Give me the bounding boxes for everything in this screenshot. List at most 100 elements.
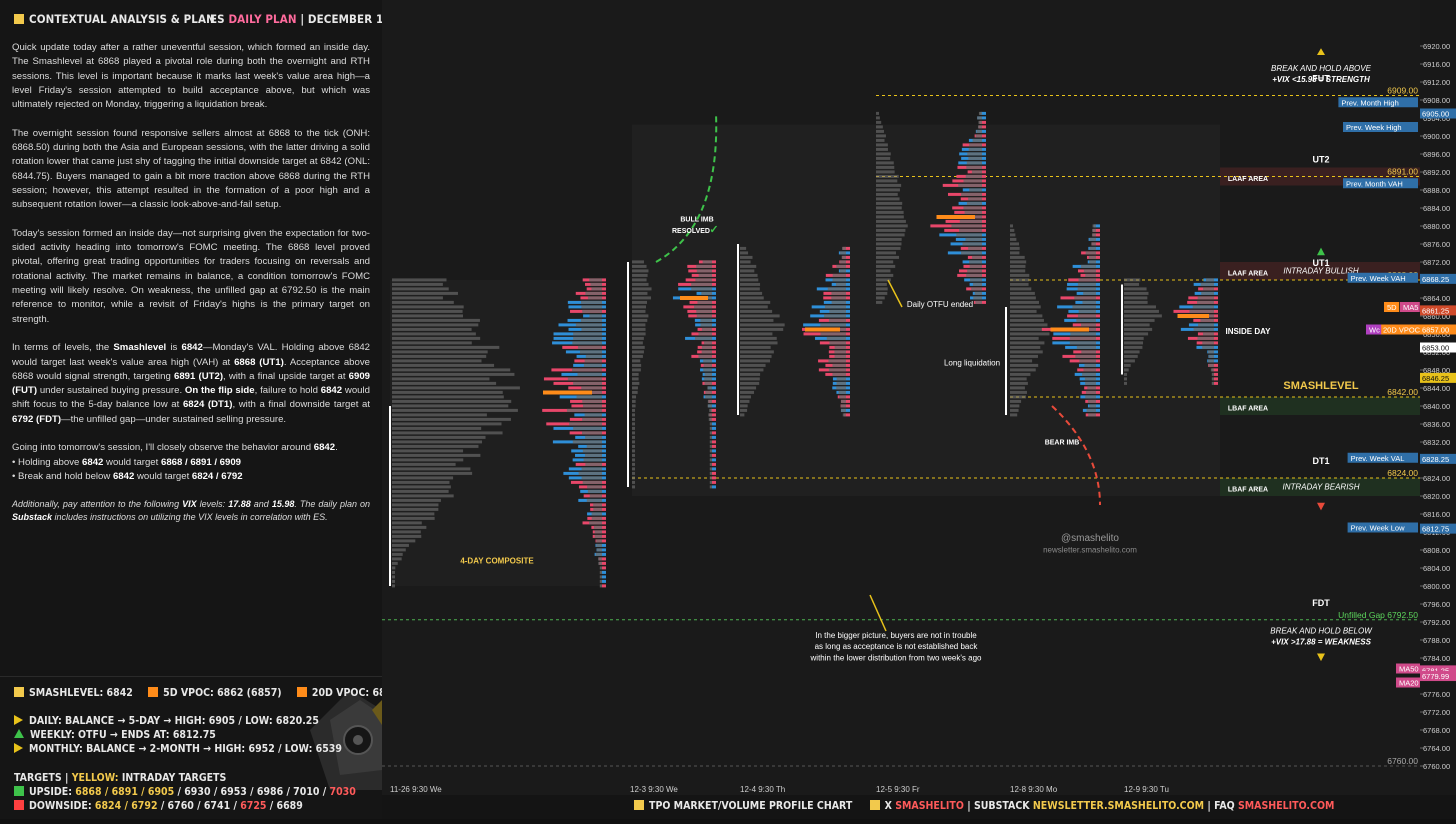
tpo-row [392, 327, 472, 331]
volume-bar-gray [969, 143, 982, 147]
tpo-row [632, 327, 646, 331]
volume-bar-gray [828, 359, 846, 363]
tpo-row [632, 413, 635, 417]
tpo-row [632, 404, 636, 408]
tpo-row [632, 444, 635, 448]
tpo-row [1010, 224, 1013, 228]
tpo-row [1124, 278, 1141, 282]
tpo-row [632, 341, 643, 345]
tpo-row [1010, 372, 1031, 376]
tpo-chart[interactable]: 6909.00FUT6891.00UT26868.00UT16842.00SMA… [382, 0, 1423, 795]
volume-bar-gray [696, 269, 712, 273]
tpo-row [740, 377, 760, 381]
y-tick-label: 6772.00 [1423, 708, 1450, 717]
reference-tag [1396, 663, 1421, 674]
vix-note: Additionally, pay attention to the follo… [12, 499, 370, 523]
volume-bar-gray [828, 368, 846, 372]
volume-bar-gray [824, 314, 846, 318]
x-handle-link[interactable]: SMASHELITO [895, 800, 964, 812]
volume-bar [1093, 224, 1100, 228]
volume-bar-gray [695, 278, 712, 282]
tpo-row [392, 557, 402, 561]
y-tick-label: 6900.00 [1423, 132, 1450, 141]
volume-bar-gray [572, 341, 602, 345]
volume-bar-gray [573, 426, 602, 430]
volume-bar-gray [1083, 269, 1096, 273]
volume-bar-gray [841, 255, 846, 259]
square-icon [148, 687, 159, 697]
volume-bar-gray [701, 327, 712, 331]
square-icon [14, 800, 24, 810]
axis-value-label: 6857.00 [1422, 326, 1449, 335]
tpo-row [632, 282, 649, 286]
otfu-arrow [887, 279, 903, 308]
volume-bar-gray [709, 458, 712, 462]
poc-bar [680, 296, 708, 300]
volume-bar-gray [1087, 399, 1096, 403]
tpo-row [876, 165, 895, 169]
y-tick-label: 6912.00 [1423, 78, 1450, 87]
volume-bar-gray [1077, 314, 1096, 318]
volume-bar-gray [841, 408, 846, 412]
note-arrow [869, 594, 887, 632]
faq-link[interactable]: SMASHELITO.COM [1237, 800, 1335, 812]
tpo-row [632, 269, 649, 273]
tpo-row [1010, 278, 1030, 282]
tpo-row [392, 390, 503, 394]
tpo-row [392, 323, 479, 327]
volume-bar-gray [971, 287, 982, 291]
tpo-row [1010, 341, 1045, 345]
tpo-row [1010, 318, 1044, 322]
volume-bar-gray [1208, 359, 1214, 363]
tpo-row [632, 395, 637, 399]
mascot-logo [310, 690, 382, 790]
y-tick-label: 6840.00 [1423, 402, 1450, 411]
paragraph-5: Going into tomorrow's session, I'll clos… [12, 442, 338, 482]
volume-bar-gray [834, 354, 846, 358]
volume-bar-gray [701, 345, 712, 349]
chart-canvas[interactable]: 6909.00FUT6891.00UT26868.00UT16842.00SMA… [382, 0, 1423, 795]
header-symbol: ES [210, 12, 225, 26]
volume-bar [712, 467, 716, 471]
tpo-row [1124, 318, 1155, 322]
tpo-row [392, 453, 481, 457]
volume-bar-gray [831, 300, 846, 304]
y-tick-label: 6884.00 [1423, 204, 1450, 213]
axis-value-tag [1420, 665, 1456, 676]
legend-levels: SMASHLEVEL: 6842 5D VPOC: 6862 (6857) 20… [14, 687, 437, 699]
tpo-row [876, 255, 900, 259]
tpo-row [876, 188, 900, 192]
volume-bar-gray [582, 309, 602, 313]
volume-bar-gray [1202, 345, 1214, 349]
volume-bar-gray [585, 462, 602, 466]
volume-bar [842, 255, 850, 259]
volume-bar-gray [1088, 413, 1096, 417]
upside-targets: UPSIDE: 6868 / 6891 / 6905 / 6930 / 6953… [14, 786, 356, 798]
volume-bar-gray [700, 323, 712, 327]
tpo-row [632, 296, 652, 300]
volume-bar-gray [1201, 291, 1214, 295]
tpo-row [1010, 309, 1037, 313]
volume-bar [978, 125, 986, 129]
volume-bar [710, 408, 716, 412]
weakness-vix-label: +VIX >17.88 = WEAKNESS [1271, 638, 1371, 647]
volume-bar-gray [1092, 228, 1096, 232]
tpo-row [740, 314, 780, 318]
tpo-row [1124, 287, 1147, 291]
vpoc5-legend: 5D VPOC: 6862 (6857) [163, 687, 282, 699]
substack-link[interactable]: NEWSLETTER.SMASHELITO.COM [1032, 800, 1205, 812]
tpo-row [1010, 363, 1039, 367]
tpo-row [876, 300, 883, 304]
price-axis[interactable]: 6760.006764.006768.006772.006776.006780.… [1420, 0, 1456, 819]
tpo-row [632, 485, 635, 489]
weakness-label: BREAK AND HOLD BELOW [1270, 626, 1373, 635]
level-price-label: 6842.00 [1387, 387, 1418, 397]
volume-bar-gray [1085, 251, 1096, 255]
tpo-row [632, 350, 644, 354]
volume-bar-gray [709, 480, 712, 484]
tpo-row [876, 138, 885, 142]
tpo-row [740, 359, 771, 363]
tpo-row [632, 336, 644, 340]
session-profile [740, 246, 850, 417]
volume-bar-gray [970, 278, 982, 282]
